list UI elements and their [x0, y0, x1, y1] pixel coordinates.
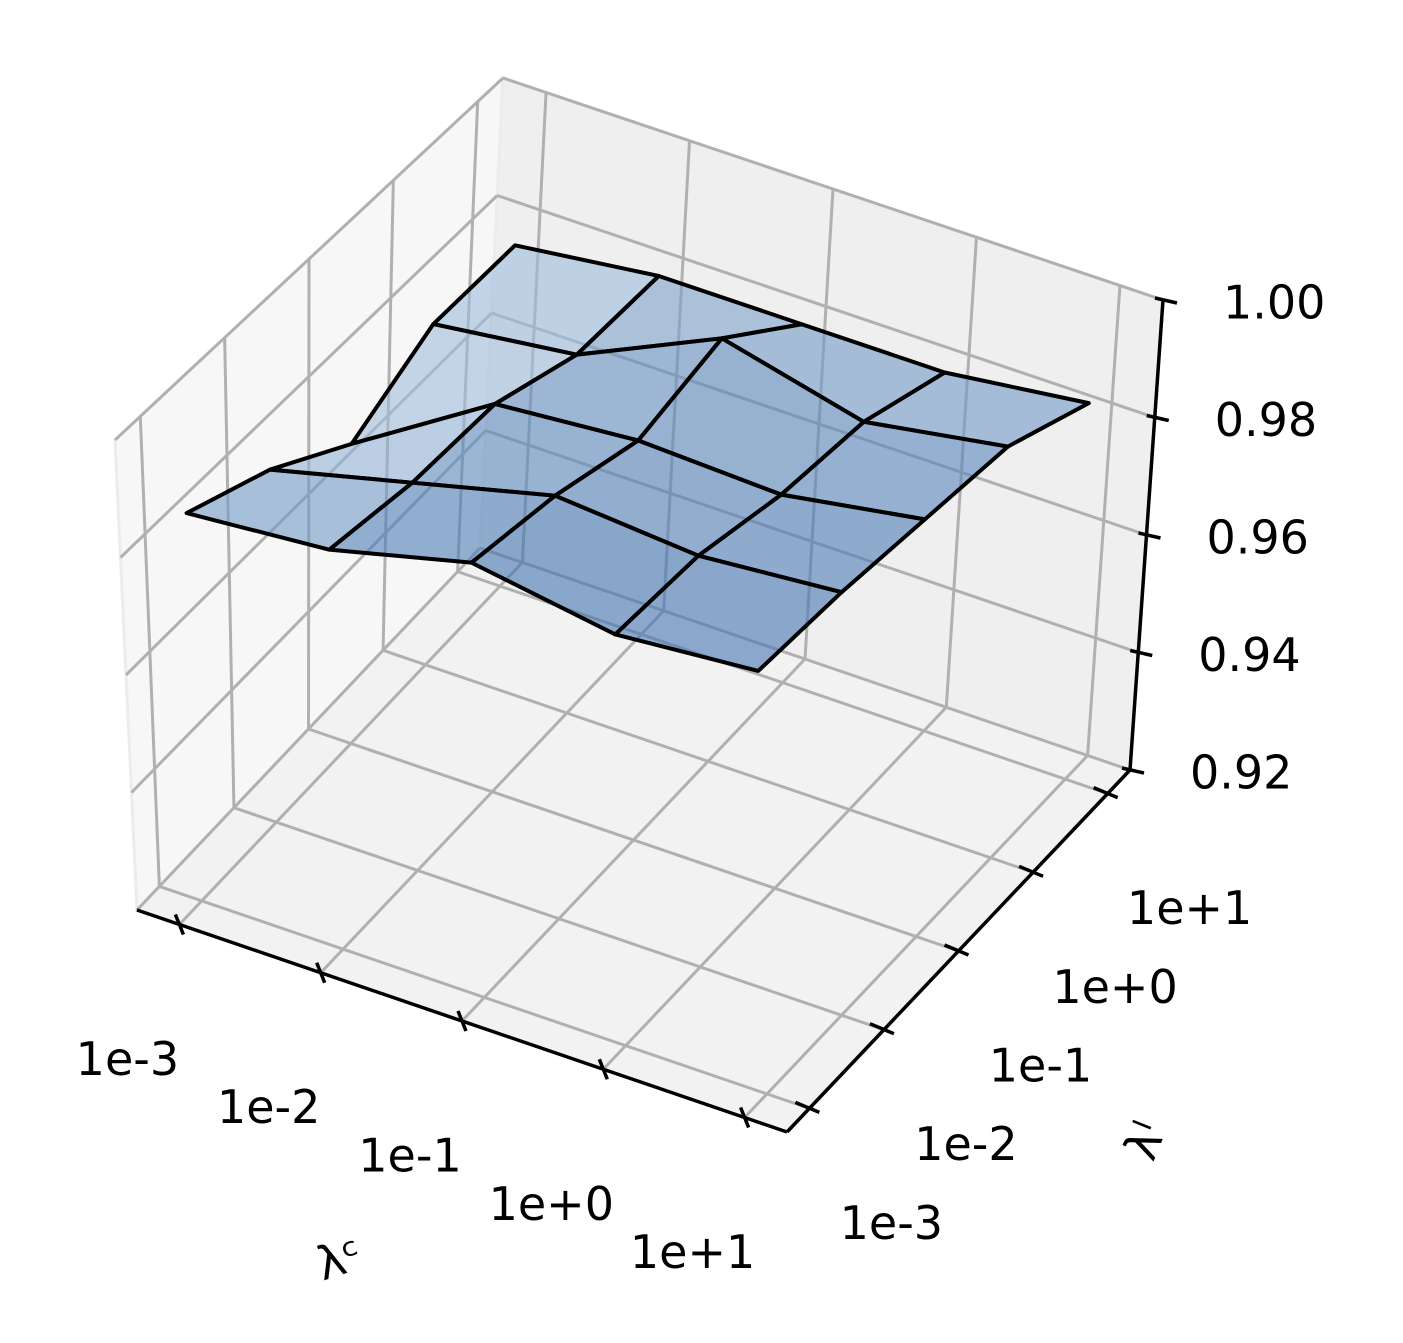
z-tick-label: 0.96 [1207, 511, 1309, 565]
grid-line [382, 648, 1034, 874]
grid-line [119, 194, 499, 559]
z-tick-label: 0.92 [1190, 746, 1292, 800]
grid-line [496, 194, 1156, 419]
z-tick-label: 0.94 [1198, 628, 1300, 682]
grid-line [113, 76, 505, 442]
y-tick [794, 1100, 821, 1115]
x-axis-title: λᶜ [310, 1226, 369, 1291]
z-tick [1146, 413, 1170, 423]
x-tick [738, 1106, 751, 1129]
x-tick [173, 913, 186, 936]
x-tick [597, 1058, 609, 1080]
x-tick-label: 1e+0 [489, 1177, 614, 1231]
grid-line [308, 727, 959, 953]
z-tick [1121, 766, 1145, 775]
grid-line [158, 884, 810, 1110]
y-tick [943, 943, 970, 957]
grid-line [502, 76, 1164, 302]
y-axis-title: λˡ [1113, 1114, 1176, 1167]
y-tick-label: 1e-1 [989, 1039, 1092, 1093]
x-tick-label: 1e-2 [217, 1080, 320, 1134]
x-tick-label: 1e+1 [630, 1225, 755, 1279]
y-tick-label: 1e-2 [914, 1117, 1017, 1171]
z-tick [1138, 531, 1161, 540]
z-tick [1154, 296, 1178, 305]
y-tick-label: 1e-3 [840, 1196, 943, 1250]
grid-line [233, 806, 885, 1032]
x-tick-label: 1e-3 [76, 1032, 179, 1086]
x-tick [456, 1010, 468, 1032]
y-tick [1018, 864, 1044, 878]
z-tick [1129, 648, 1153, 658]
z-tick-label: 1.00 [1223, 276, 1325, 330]
grid-line [135, 546, 482, 912]
y-tick-label: 1e+0 [1052, 960, 1177, 1014]
z-tick-label: 0.98 [1215, 393, 1317, 447]
y-tick [1092, 785, 1119, 800]
y-tick-label: 1e+1 [1127, 881, 1252, 935]
x-tick-label: 1e-1 [358, 1129, 461, 1183]
y-tick [869, 1022, 895, 1036]
x-tick [315, 962, 327, 984]
surface-face [613, 553, 844, 673]
